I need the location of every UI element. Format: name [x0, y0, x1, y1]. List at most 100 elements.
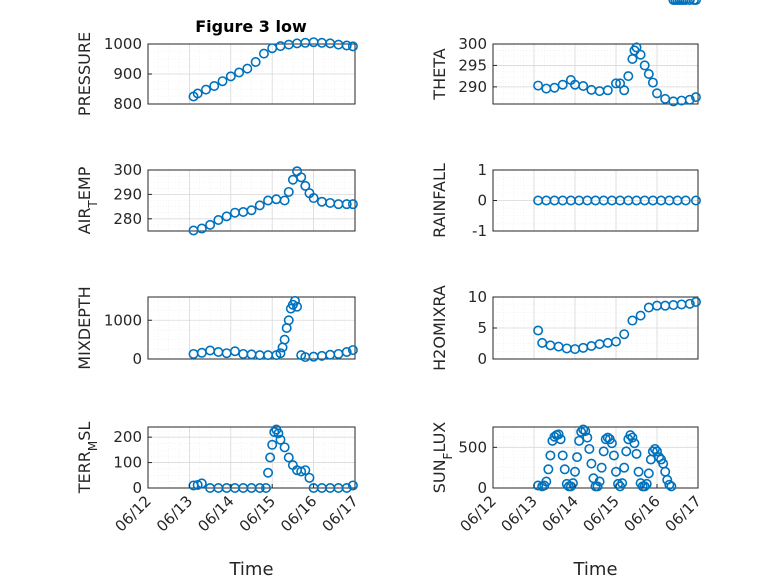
data-point — [625, 430, 636, 441]
data-point — [580, 426, 591, 437]
data-point — [347, 41, 358, 52]
data-point — [610, 466, 621, 477]
y-tick-label: 290 — [113, 185, 142, 203]
data-point — [246, 205, 257, 216]
y-tick-label: 0 — [477, 479, 487, 497]
data-point — [555, 434, 566, 445]
y-tick-label: 0 — [132, 350, 142, 368]
data-point — [263, 467, 274, 478]
data-point — [196, 478, 207, 489]
y-axis-label: MIXDEPTH — [75, 286, 94, 369]
x-axis-label: Time — [572, 559, 617, 580]
data-point — [690, 195, 701, 206]
x-tick-label: 06/16 — [621, 492, 664, 535]
data-point — [300, 180, 311, 191]
subplot-h2omixra: 0 5 10 H2OMIXRA — [430, 285, 701, 371]
data-point — [213, 215, 224, 226]
y-axis-label: RAINFALL — [430, 163, 449, 238]
data-point — [196, 223, 207, 234]
x-tick-label: 06/14 — [539, 492, 582, 535]
data-point — [217, 76, 228, 87]
data-point — [567, 478, 578, 489]
data-point — [283, 452, 294, 463]
data-point — [541, 476, 552, 487]
x-tick-label: 06/12 — [457, 492, 500, 535]
axes-border — [492, 43, 699, 105]
y-axis-label: SUNFLUX — [430, 422, 455, 494]
data-point — [279, 334, 290, 345]
data-point — [592, 481, 603, 492]
data-point — [279, 195, 290, 206]
x-tick-label: 06/17 — [662, 492, 705, 535]
data-point — [234, 67, 245, 78]
data-point — [594, 476, 605, 487]
data-point — [596, 462, 607, 473]
x-tick-label: 06/17 — [319, 492, 362, 535]
data-point — [606, 438, 617, 449]
data-point — [635, 310, 646, 321]
data-point — [533, 80, 544, 91]
data-point — [584, 443, 595, 454]
data-point — [221, 211, 232, 222]
data-point — [643, 468, 654, 479]
subplot-theta: 290 295 300 THETA — [430, 35, 701, 107]
subplot-pressure: 800 900 1000 PRESSURE — [75, 32, 358, 116]
data-point — [619, 462, 630, 473]
y-axis-label: H2OMIXRA — [430, 285, 449, 371]
y-tick-label: 280 — [113, 210, 142, 228]
data-point — [269, 427, 280, 438]
y-tick-label: 100 — [113, 454, 142, 472]
data-point — [639, 481, 650, 492]
y-axis-label: PRESSURE — [75, 32, 94, 116]
data-point — [608, 450, 619, 461]
data-point — [296, 172, 307, 183]
data-point — [633, 466, 644, 477]
data-point — [279, 442, 290, 453]
data-point — [553, 429, 564, 440]
data-point — [225, 71, 236, 82]
data-point — [680, 195, 691, 206]
data-point — [533, 325, 544, 336]
y-axis-label: THETA — [430, 48, 449, 100]
data-point — [623, 71, 634, 82]
data-point — [267, 439, 278, 450]
data-point — [690, 92, 701, 103]
data-point — [602, 85, 613, 96]
data-point — [549, 82, 560, 93]
data-point — [619, 85, 630, 96]
x-tick-label: 06/12 — [112, 492, 155, 535]
y-tick-label: 1 — [477, 161, 487, 179]
y-tick-label: 900 — [113, 65, 142, 83]
data-point — [582, 432, 593, 443]
data-point — [304, 472, 315, 483]
x-tick-label: 06/16 — [277, 492, 320, 535]
y-tick-label: 10 — [468, 288, 487, 306]
y-tick-label: 1000 — [104, 311, 142, 329]
data-point — [347, 345, 358, 356]
y-tick-label: 300 — [458, 35, 487, 53]
data-point — [292, 301, 303, 312]
y-axis-label: AIRTEMP — [75, 166, 100, 234]
data-point — [621, 446, 632, 457]
axes-border — [492, 296, 699, 360]
y-tick-label: 0 — [477, 350, 487, 368]
data-point — [557, 79, 568, 90]
data-point — [666, 481, 677, 492]
data-point — [296, 466, 307, 477]
y-tick-label: -1 — [472, 222, 487, 240]
axes-border — [492, 426, 699, 489]
data-point — [242, 63, 253, 74]
data-point — [283, 315, 294, 326]
data-point — [572, 452, 583, 463]
data-point — [275, 348, 286, 359]
data-point — [578, 81, 589, 92]
data-point — [254, 482, 265, 493]
data-point — [265, 452, 276, 463]
y-tick-label: 200 — [113, 428, 142, 446]
data-point — [651, 446, 662, 457]
data-point — [598, 446, 609, 457]
axes-border — [492, 169, 699, 232]
data-point — [289, 295, 300, 306]
data-point — [635, 49, 646, 60]
